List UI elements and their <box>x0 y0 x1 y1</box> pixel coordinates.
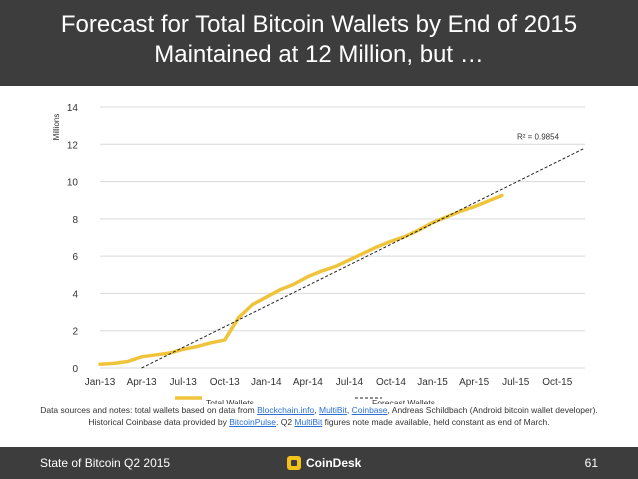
legend-label-total-wallets: Total Wallets <box>206 398 254 404</box>
y-tick-label: 4 <box>72 289 78 300</box>
total-wallets-point <box>320 270 323 272</box>
total-wallets-point <box>99 363 101 366</box>
legend-label-forecast-wallets: Forecast Wallets <box>372 398 435 404</box>
x-tick-label: Jul-15 <box>502 377 530 388</box>
notes-text: , <box>314 405 319 415</box>
title-bar: Forecast for Total Bitcoin Wallets by En… <box>0 0 638 86</box>
x-tick-label: Oct-13 <box>210 377 240 388</box>
wallets-chart: 0 2 4 6 8 10 12 14 Jan-13 Apr-13 Jul-13 Oct-13 Jan-1… <box>52 103 586 404</box>
source-notes-line-1: Data sources and notes: total wallets ba… <box>20 404 618 416</box>
total-wallets-point <box>126 360 129 363</box>
x-tick-label: Apr-13 <box>127 377 157 388</box>
x-tick-label: Oct-15 <box>542 377 572 388</box>
x-tick-label: Jul-13 <box>170 377 198 388</box>
source-notes-line-2: Historical Coinbase data provided by Bit… <box>20 416 618 428</box>
total-wallets-point <box>501 194 503 197</box>
coinbase-link[interactable]: Coinbase <box>351 405 388 415</box>
notes-text: . Q2 <box>276 417 295 427</box>
blockchain-info-link[interactable]: Blockchain.info <box>257 405 315 415</box>
total-wallets-point <box>182 348 184 351</box>
y-tick-label: 0 <box>72 364 78 375</box>
r-squared-annotation: R² = 0.9854 <box>517 133 560 142</box>
notes-text: , Andreas Schildbach (Android bitcoin wa… <box>387 405 598 415</box>
total-wallets-point <box>154 354 157 356</box>
multibit-link[interactable]: MultiBit <box>318 405 347 415</box>
slide-title-line-2: Maintained at 12 Million, but … <box>154 41 484 68</box>
total-wallets-point <box>307 275 309 278</box>
total-wallets-line <box>98 193 504 367</box>
y-tick-label: 2 <box>72 327 78 338</box>
total-wallets-point <box>196 345 198 348</box>
y-axis-title: Millions <box>52 114 61 141</box>
total-wallets-point <box>251 303 254 306</box>
total-wallets-point <box>140 356 143 358</box>
total-wallets-point <box>334 265 337 268</box>
forecast-wallets-trendline <box>141 147 586 369</box>
total-wallets-point <box>223 339 226 341</box>
total-wallets-point <box>487 200 489 202</box>
total-wallets-point <box>293 283 295 285</box>
coindesk-logo: CoinDesk <box>287 454 361 472</box>
total-wallets-point <box>237 316 240 319</box>
coindesk-logo-text: CoinDesk <box>306 456 362 470</box>
notes-text: figures note made available, held consta… <box>322 417 550 427</box>
total-wallets-point <box>348 259 351 261</box>
x-tick-label: Oct-14 <box>376 377 406 388</box>
total-wallets-point <box>113 362 115 365</box>
x-tick-label: Apr-15 <box>459 377 489 388</box>
total-wallets-point <box>210 342 212 344</box>
footer-bar: State of Bitcoin Q2 2015 CoinDesk 61 <box>0 447 638 479</box>
total-wallets-point <box>473 205 475 208</box>
x-tick-label: Jul-14 <box>336 377 364 388</box>
slide-title-line-1: Forecast for Total Bitcoin Wallets by En… <box>60 11 578 38</box>
y-tick-label: 12 <box>67 140 79 151</box>
x-tick-label: Jan-14 <box>251 377 282 388</box>
total-wallets-point <box>279 288 281 291</box>
total-wallets-point <box>390 240 392 243</box>
total-wallets-point <box>459 210 462 213</box>
x-tick-label: Jan-13 <box>85 377 116 388</box>
source-notes: Data sources and notes: total wallets ba… <box>20 404 618 428</box>
notes-text: Data sources and notes: total wallets ba… <box>40 405 258 415</box>
coindesk-logo-icon <box>287 456 301 470</box>
y-tick-label: 8 <box>72 215 78 226</box>
notes-text: , <box>346 405 352 415</box>
footer-report-name: State of Bitcoin Q2 2015 <box>40 456 171 470</box>
total-wallets-point <box>265 296 268 298</box>
total-wallets-point <box>362 252 365 255</box>
y-tick-label: 10 <box>67 178 79 189</box>
x-tick-label: Jan-15 <box>417 377 448 388</box>
y-tick-label: 6 <box>72 252 78 263</box>
slide-title: Forecast for Total Bitcoin Wallets by En… <box>0 10 638 70</box>
total-wallets-point <box>376 246 378 248</box>
notes-text: Historical Coinbase data provided by <box>88 417 230 427</box>
total-wallets-point <box>404 235 406 238</box>
page-number: 61 <box>584 456 598 470</box>
multibit-link-2[interactable]: MultiBit <box>294 417 323 427</box>
x-tick-label: Apr-14 <box>293 377 323 388</box>
total-wallets-point <box>168 352 171 354</box>
total-wallets-point <box>417 229 420 231</box>
bitcoinpulse-link[interactable]: BitcoinPulse <box>229 417 276 427</box>
y-tick-label: 14 <box>67 103 79 114</box>
